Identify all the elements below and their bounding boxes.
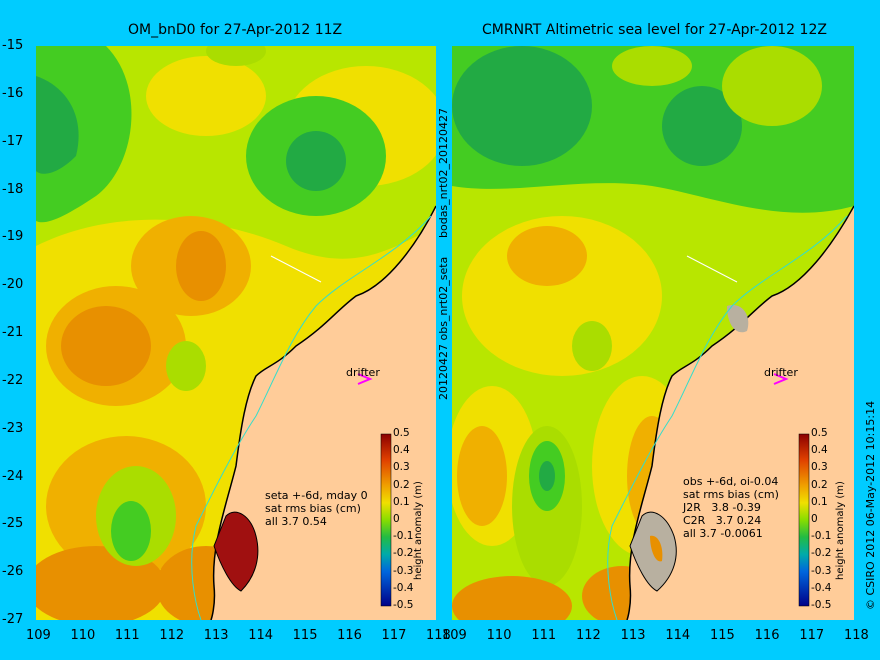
- left-colorbar-title: height anomaly (m): [413, 481, 424, 580]
- x-tick-label: 118: [426, 628, 451, 643]
- mid-vertical-label-top: bodas_nrt02_20120427: [437, 108, 450, 238]
- colorbar-tick-label: 0.5: [393, 427, 410, 439]
- right-sea-level-map: [452, 46, 854, 620]
- left-map-title: OM_bnD0 for 27-Apr-2012 11Z: [128, 22, 343, 38]
- colorbar-tick-label: -0.4: [811, 581, 832, 594]
- colorbar-tick-label: 0: [811, 513, 818, 525]
- colorbar-tick-label: -0.5: [811, 599, 832, 611]
- x-tick-label: 117: [381, 628, 407, 643]
- colorbar-tick-label: -0.2: [393, 547, 414, 560]
- copyright-label: © CSIRO 2012 06-May-2012 10:15:14: [864, 400, 877, 610]
- x-tick-label: 116: [337, 628, 362, 643]
- x-tick-label: 114: [248, 628, 274, 643]
- left-drifter-label: drifter: [346, 366, 380, 379]
- x-tick-label: 110: [486, 628, 512, 643]
- x-tick-label: 112: [576, 628, 601, 643]
- y-tick-label: -15: [2, 38, 24, 53]
- colorbar-tick-label: 0.4: [811, 444, 828, 457]
- right-drifter-label: drifter: [764, 366, 798, 379]
- right-colorbar-title: height anomaly (m): [835, 481, 846, 580]
- left-stats-text: seta +-6d, mday 0 sat rms bias (cm) all …: [265, 489, 368, 528]
- colorbar-tick-label: 0.5: [811, 427, 828, 439]
- y-tick-label: -18: [2, 181, 24, 197]
- x-tick-label: 112: [159, 628, 185, 643]
- x-tick-label: 114: [665, 628, 691, 643]
- x-tick-label: 117: [799, 628, 825, 643]
- colorbar-tick-label: 0.3: [811, 461, 828, 474]
- colorbar-tick-label: -0.1: [393, 530, 414, 543]
- colorbar-tick-label: 0.4: [393, 444, 410, 457]
- y-tick-label: -25: [2, 516, 24, 532]
- x-tick-label: 115: [710, 628, 735, 643]
- x-tick-label: 109: [26, 628, 51, 643]
- y-tick-label: -17: [2, 133, 24, 149]
- colorbar-tick-label: -0.1: [811, 530, 832, 543]
- y-tick-label: -26: [2, 564, 24, 580]
- x-tick-label: 110: [70, 628, 96, 643]
- colorbar-tick-label: -0.4: [393, 581, 414, 594]
- y-tick-label: -21: [2, 325, 24, 340]
- colorbar-tick-label: 0.2: [393, 478, 410, 491]
- right-stats-text: obs +-6d, oi-0.04 sat rms bias (cm) J2R …: [683, 475, 779, 540]
- colorbar-tick-label: -0.3: [811, 564, 832, 577]
- y-tick-label: -19: [2, 229, 24, 245]
- x-tick-label: 118: [844, 628, 869, 643]
- colorbar-tick-label: -0.5: [393, 599, 414, 611]
- y-tick-label: -27: [2, 612, 24, 627]
- y-tick-label: -20: [2, 277, 24, 293]
- colorbar-tick-label: -0.2: [811, 547, 832, 560]
- x-tick-label: 116: [754, 628, 780, 643]
- colorbar-tick-label: 0.1: [393, 495, 410, 508]
- right-map-title: CMRNRT Altimetric sea level for 27-Apr-2…: [482, 22, 827, 38]
- colorbar-tick-label: -0.3: [393, 564, 414, 577]
- y-tick-label: -23: [2, 420, 24, 436]
- x-tick-label: 111: [114, 628, 140, 643]
- mid-vertical-label-bottom: 20120427 obs_nrt02_seta: [437, 256, 450, 400]
- left-sea-level-map: [36, 46, 436, 620]
- x-tick-label: 113: [620, 628, 646, 643]
- y-tick-label: -24: [2, 468, 24, 484]
- colorbar-tick-label: 0: [393, 513, 400, 525]
- colorbar-tick-label: 0.1: [811, 495, 828, 508]
- y-tick-label: -16: [2, 85, 24, 101]
- x-tick-label: 111: [531, 628, 557, 643]
- x-tick-label: 113: [203, 628, 229, 643]
- y-tick-label: -22: [2, 372, 24, 388]
- colorbar-tick-label: 0.2: [811, 478, 828, 491]
- x-tick-label: 115: [292, 628, 318, 643]
- x-tick-label: 109: [442, 628, 467, 643]
- colorbar-tick-label: 0.3: [393, 461, 410, 474]
